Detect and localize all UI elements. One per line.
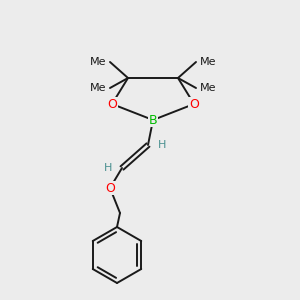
Text: H: H xyxy=(104,163,112,173)
Text: O: O xyxy=(107,98,117,110)
Text: Me: Me xyxy=(200,57,217,67)
Text: H: H xyxy=(158,140,166,150)
Text: B: B xyxy=(149,113,157,127)
Text: Me: Me xyxy=(200,83,217,93)
Text: Me: Me xyxy=(89,83,106,93)
Text: Me: Me xyxy=(89,57,106,67)
Text: O: O xyxy=(105,182,115,194)
Text: O: O xyxy=(189,98,199,110)
